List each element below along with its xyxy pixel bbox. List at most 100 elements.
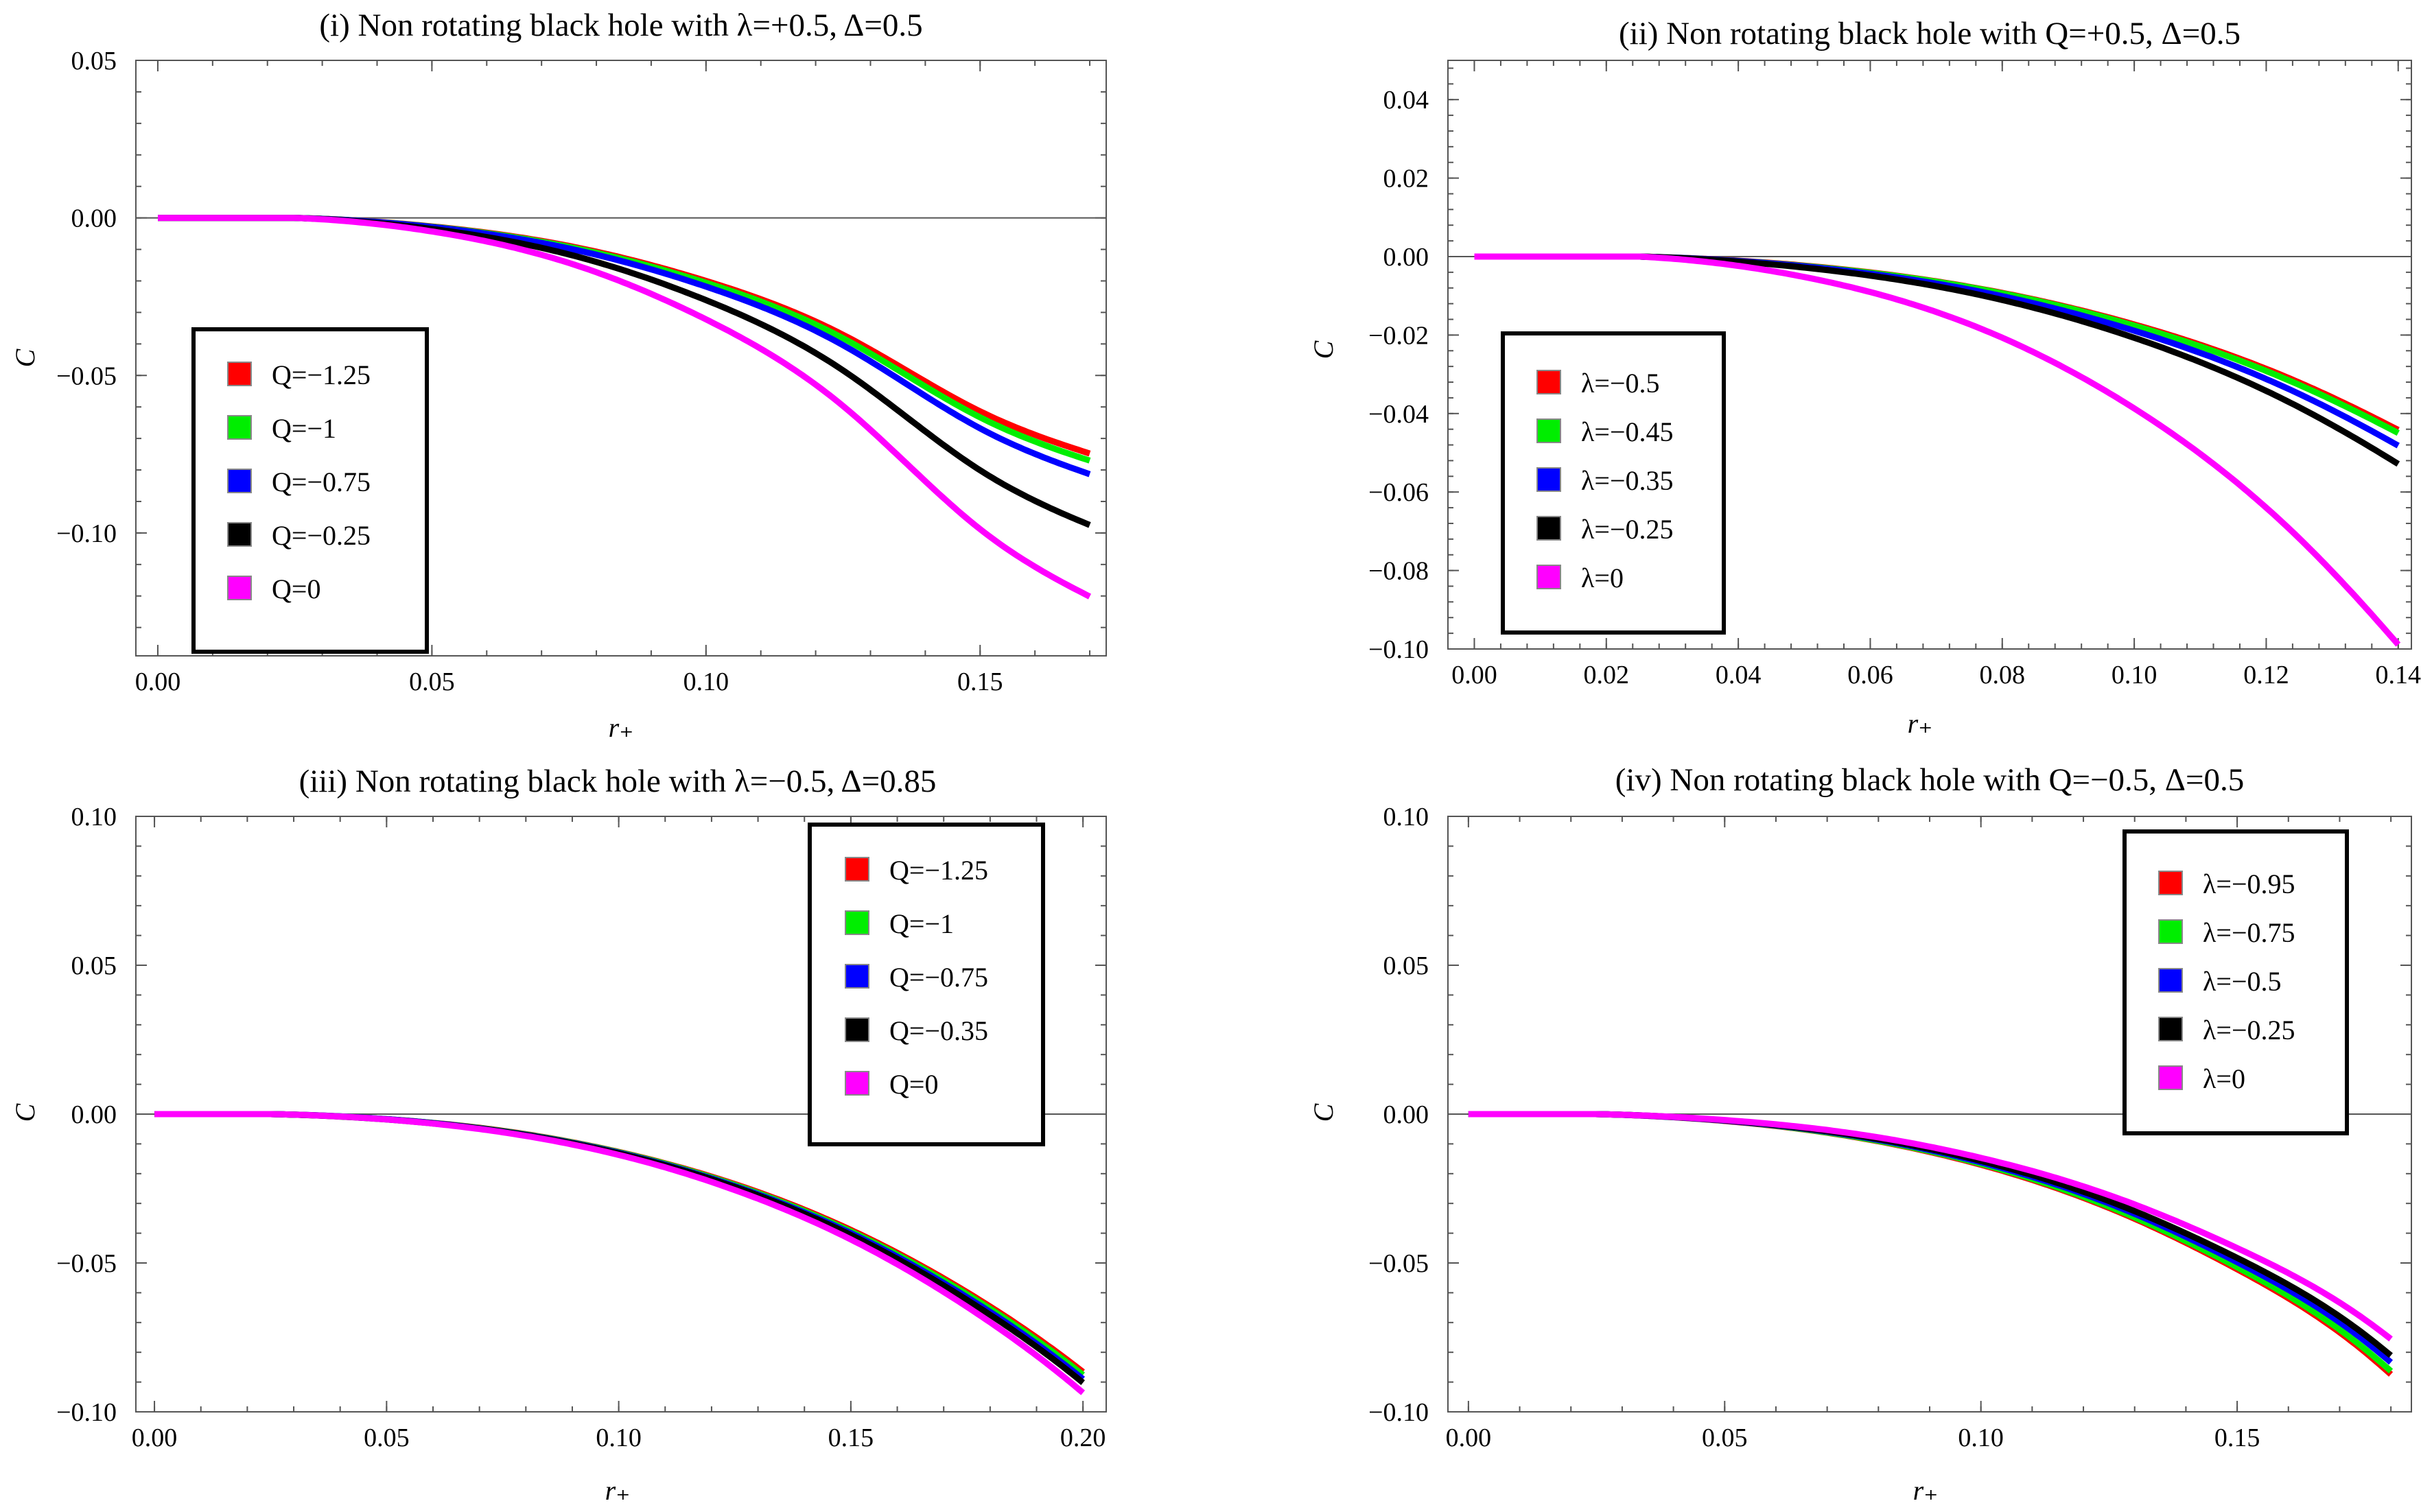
panel-4: (iv) Non rotating black hole with Q=−0.5… — [1308, 762, 2412, 1506]
y-tick-label: −0.10 — [1368, 1398, 1429, 1427]
legend-swatch — [1536, 370, 1561, 394]
panel-1: (i) Non rotating black hole with λ=+0.5,… — [10, 8, 1107, 743]
x-tick-label: 0.05 — [1702, 1424, 1748, 1452]
panel-4-tick-labels: 0.00 0.05 0.10 0.15 0.10 0.05 0.00 −0.05 −0.10 — [1368, 803, 2260, 1452]
panel-3-series — [154, 1111, 1086, 1395]
series-line-5 — [154, 1111, 1086, 1395]
x-tick-label: 0.15 — [828, 1424, 874, 1452]
panel-3-ticks — [136, 816, 1106, 1413]
x-tick-label: 0.08 — [1980, 661, 2026, 689]
panel-3-legend: Q=−1.25 Q=−1 Q=−0.75 Q=−0.35 Q=0 — [808, 823, 1045, 1146]
y-tick-label: −0.06 — [1368, 478, 1429, 507]
y-tick-label: 0.05 — [71, 47, 117, 75]
legend-swatch — [2158, 1065, 2183, 1090]
legend-label: Q=−1 — [889, 908, 954, 939]
legend-swatch — [845, 964, 869, 989]
x-tick-label: 0.15 — [2214, 1424, 2260, 1452]
series-line-5 — [158, 215, 1092, 600]
panel-4-ticks — [1448, 816, 2411, 1413]
y-tick-label: 0.10 — [1383, 803, 1429, 831]
panel-2-plot-frame — [1447, 60, 2412, 650]
panel-1-title: (i) Non rotating black hole with λ=+0.5,… — [319, 8, 922, 43]
x-tick-label: 0.14 — [2376, 661, 2421, 689]
legend-swatch — [227, 362, 252, 386]
legend-swatch — [227, 576, 252, 600]
y-tick-label: −0.05 — [1368, 1249, 1429, 1278]
x-tick-label: 0.05 — [409, 668, 455, 696]
y-tick-label: −0.04 — [1368, 400, 1429, 429]
x-tick-label: 0.10 — [683, 668, 729, 696]
legend-label: Q=−1 — [272, 413, 336, 444]
y-tick-label: 0.02 — [1383, 165, 1429, 193]
panel-2-series — [1474, 253, 2401, 647]
legend-label: Q=−1.25 — [889, 855, 988, 886]
panel-3-title: (iii) Non rotating black hole with λ=−0.… — [299, 764, 937, 799]
panel-4-legend: λ=−0.95 λ=−0.75 λ=−0.5 λ=−0.25 λ=0 — [2122, 829, 2349, 1135]
x-tick-label: 0.10 — [1958, 1424, 2004, 1452]
legend-swatch — [845, 1017, 869, 1042]
legend-label: λ=−0.95 — [2203, 869, 2295, 899]
legend-swatch — [227, 415, 252, 440]
x-tick-label: 0.00 — [135, 668, 181, 696]
legend-label: Q=−0.25 — [272, 520, 371, 551]
legend-swatch — [1536, 565, 1561, 589]
legend-swatch — [2158, 1017, 2183, 1041]
series-line-5 — [1474, 253, 2401, 647]
panel-3: (iii) Non rotating black hole with λ=−0.… — [10, 764, 1107, 1506]
y-tick-label: 0.00 — [1383, 1100, 1429, 1129]
legend-swatch — [2158, 871, 2183, 895]
legend-label: λ=−0.5 — [1581, 368, 1660, 399]
legend-label: λ=0 — [1581, 563, 1624, 593]
panel-2-ticks — [1447, 60, 2411, 650]
panel-2: (ii) Non rotating black hole with Q=+0.5… — [1308, 16, 2421, 739]
panel-3-tick-labels: 0.00 0.05 0.10 0.15 0.20 0.10 0.05 0.00 −0.05 −0.… — [56, 803, 1106, 1452]
x-tick-label: 0.06 — [1847, 661, 1893, 689]
y-tick-label: 0.00 — [71, 1100, 117, 1129]
panel-1-ylabel: C — [10, 348, 40, 367]
panel-2-title: (ii) Non rotating black hole with Q=+0.5… — [1619, 16, 2241, 51]
panel-1-legend: Q=−1.25 Q=−1 Q=−0.75 Q=−0.25 Q=0 — [191, 327, 429, 654]
y-tick-label: 0.00 — [1383, 243, 1429, 272]
y-tick-label: −0.10 — [56, 1398, 117, 1427]
legend-label: λ=−0.35 — [1581, 465, 1674, 496]
y-tick-label: 0.04 — [1383, 86, 1429, 115]
x-tick-label: 0.20 — [1060, 1424, 1106, 1452]
panel-4-ylabel: C — [1308, 1102, 1339, 1122]
x-tick-label: 0.00 — [132, 1424, 178, 1452]
legend-swatch — [227, 469, 252, 493]
legend-swatch — [845, 1071, 869, 1096]
legend-label: Q=−0.75 — [272, 466, 371, 497]
series-line-5 — [1468, 1111, 2393, 1342]
panel-1-tick-labels: 0.00 0.05 0.10 0.15 0.05 0.00 −0.05 −0.10 — [56, 47, 1003, 696]
panel-4-xlabel: r₊ — [1913, 1475, 1939, 1506]
x-tick-label: 0.10 — [596, 1424, 642, 1452]
legend-label: λ=−0.75 — [2203, 917, 2295, 948]
legend-swatch — [1536, 418, 1561, 443]
legend-swatch — [2158, 968, 2183, 993]
x-tick-label: 0.00 — [1446, 1424, 1492, 1452]
legend-label: Q=−0.35 — [889, 1015, 988, 1046]
panel-1-plot-frame — [135, 60, 1107, 657]
legend-swatch — [227, 522, 252, 547]
x-tick-label: 0.00 — [1451, 661, 1497, 689]
legend-label: Q=−0.75 — [889, 962, 988, 993]
legend-label: Q=−1.25 — [272, 359, 371, 390]
y-tick-label: −0.08 — [1368, 557, 1429, 586]
panel-4-series — [1468, 1111, 2394, 1377]
panel-2-tick-labels: 0.00 0.02 0.04 0.06 0.08 0.10 0.12 0.14 0.04 0.02… — [1368, 86, 2421, 689]
panel-2-xlabel: r₊ — [1908, 708, 1933, 739]
legend-swatch — [845, 857, 869, 882]
legend-label: Q=0 — [272, 574, 320, 604]
legend-label: λ=0 — [2203, 1063, 2245, 1094]
legend-swatch — [1536, 467, 1561, 492]
y-tick-label: −0.05 — [56, 362, 117, 390]
y-tick-label: −0.10 — [1368, 635, 1429, 664]
y-tick-label: 0.00 — [71, 204, 117, 233]
y-tick-label: 0.05 — [71, 952, 117, 980]
legend-swatch — [2158, 919, 2183, 944]
y-tick-label: 0.10 — [71, 803, 117, 831]
panel-3-ylabel: C — [10, 1102, 40, 1122]
y-tick-label: −0.02 — [1368, 321, 1429, 350]
x-tick-label: 0.04 — [1716, 661, 1762, 689]
